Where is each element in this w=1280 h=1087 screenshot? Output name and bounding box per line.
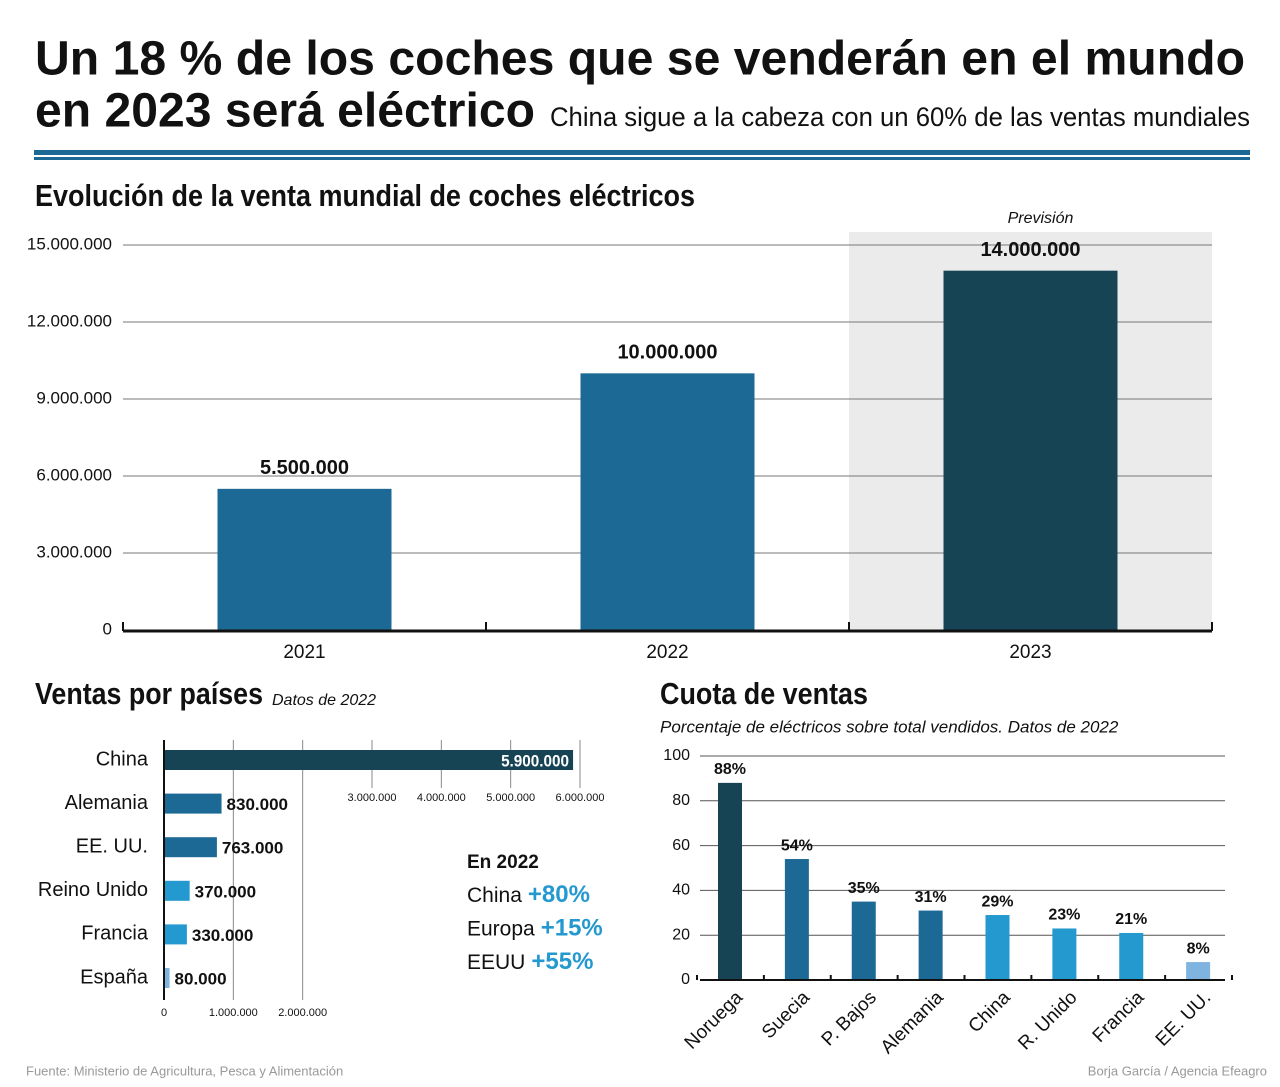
source: Fuente: Ministerio de Agricultura, Pesca… [26, 1063, 343, 1078]
x-tick-label: 2022 [646, 642, 688, 663]
headline: en 2023 será eléctrico [35, 85, 535, 138]
x-tick-label: 6.000.000 [556, 792, 605, 804]
note-label: EEUU [467, 951, 525, 974]
y-tick-label: 60 [672, 837, 690, 854]
x-tick-label: 5.000.000 [486, 792, 535, 804]
bar [1052, 928, 1077, 980]
x-tick-label: 3.000.000 [348, 792, 397, 804]
bar [851, 901, 876, 980]
x-tick-label: Suecia [758, 987, 814, 1043]
y-tick-label: 12.000.000 [27, 311, 112, 330]
subtitle: China sigue a la cabeza con un 60% de la… [550, 102, 1250, 132]
value-label: 8% [1187, 940, 1210, 957]
value-label: 80.000 [175, 969, 227, 988]
x-tick-label: 1.000.000 [209, 1007, 258, 1019]
y-tick-label: 15.000.000 [27, 234, 112, 253]
y-tick-label: 0 [103, 619, 112, 638]
bar [784, 859, 809, 980]
bar [164, 924, 187, 945]
x-tick-label: 2023 [1009, 642, 1051, 663]
value-label: 330.000 [192, 926, 253, 945]
headline: Un 18 % de los coches que se venderán en… [35, 33, 1245, 86]
note-title: En 2022 [467, 852, 539, 873]
x-tick-label: Francia [1089, 987, 1149, 1047]
y-tick-label: 100 [663, 747, 690, 764]
note-value: +80% [528, 881, 590, 908]
value-label: 5.500.000 [260, 457, 349, 479]
category-label: EE. UU. [76, 835, 148, 857]
x-tick-label: P. Bajos [818, 987, 881, 1050]
bar [718, 782, 742, 980]
bar [164, 837, 217, 858]
value-label: 14.000.000 [980, 239, 1080, 261]
note-value: +15% [541, 915, 603, 942]
bar [580, 373, 755, 630]
bar [217, 488, 392, 630]
value-label: 88% [714, 761, 746, 778]
x-tick-label: Noruega [681, 987, 748, 1054]
category-label: China [96, 748, 149, 770]
x-tick-label: China [965, 987, 1015, 1037]
bar [164, 793, 222, 814]
note: EEUU +55% [467, 948, 593, 975]
note-label: China [467, 884, 522, 907]
bar [164, 968, 170, 988]
bar [164, 880, 190, 901]
credit: Borja García / Agencia Efeagro [1088, 1063, 1267, 1078]
note-label: Europa [467, 917, 535, 940]
value-label: 31% [915, 889, 947, 906]
section-title: Ventas por países [35, 676, 263, 711]
x-tick-label: EE. UU. [1152, 987, 1215, 1050]
y-tick-label: 6.000.000 [36, 465, 112, 484]
y-tick-label: 9.000.000 [36, 388, 112, 407]
category-label: Francia [81, 923, 149, 945]
value-label: 370.000 [195, 882, 256, 901]
section-subtitle: Porcentaje de eléctricos sobre total ven… [660, 717, 1119, 736]
category-label: Reino Unido [38, 879, 148, 901]
x-tick-label: 0 [161, 1007, 167, 1019]
bar [1186, 962, 1211, 980]
bar [1119, 932, 1144, 980]
note-value: +55% [531, 948, 593, 975]
bar [164, 750, 574, 770]
value-label: 23% [1048, 907, 1080, 924]
value-label: 35% [848, 880, 880, 897]
y-tick-label: 0 [681, 971, 690, 988]
x-tick-label: 2.000.000 [278, 1007, 327, 1019]
rule [34, 157, 1250, 160]
value-label: 763.000 [222, 839, 283, 858]
y-tick-label: 80 [672, 792, 690, 809]
rule [34, 150, 1250, 155]
bar [918, 910, 943, 980]
value-label: 10.000.000 [617, 342, 717, 364]
value-label: 830.000 [227, 795, 288, 814]
bar [985, 915, 1010, 980]
y-tick-label: 40 [672, 882, 690, 899]
note: China +80% [467, 881, 590, 908]
section-subtitle: Datos de 2022 [272, 692, 376, 709]
x-tick-label: R. Unido [1014, 987, 1081, 1054]
value-label: 29% [981, 893, 1013, 910]
x-tick-label: Alemania [877, 987, 948, 1058]
bar [943, 270, 1118, 630]
value-label: 54% [781, 837, 813, 854]
note: Europa +15% [467, 915, 603, 942]
x-tick-label: 2021 [283, 642, 325, 663]
section-title: Evolución de la venta mundial de coches … [35, 178, 695, 213]
section-title: Cuota de ventas [660, 676, 868, 711]
annotation: Previsión [1008, 210, 1074, 227]
y-tick-label: 3.000.000 [36, 542, 112, 561]
category-label: España [80, 966, 149, 988]
value-label: 21% [1115, 911, 1147, 928]
value-label: 5.900.000 [501, 751, 569, 770]
x-tick-label: 4.000.000 [417, 792, 466, 804]
y-tick-label: 20 [672, 926, 690, 943]
category-label: Alemania [65, 792, 149, 814]
